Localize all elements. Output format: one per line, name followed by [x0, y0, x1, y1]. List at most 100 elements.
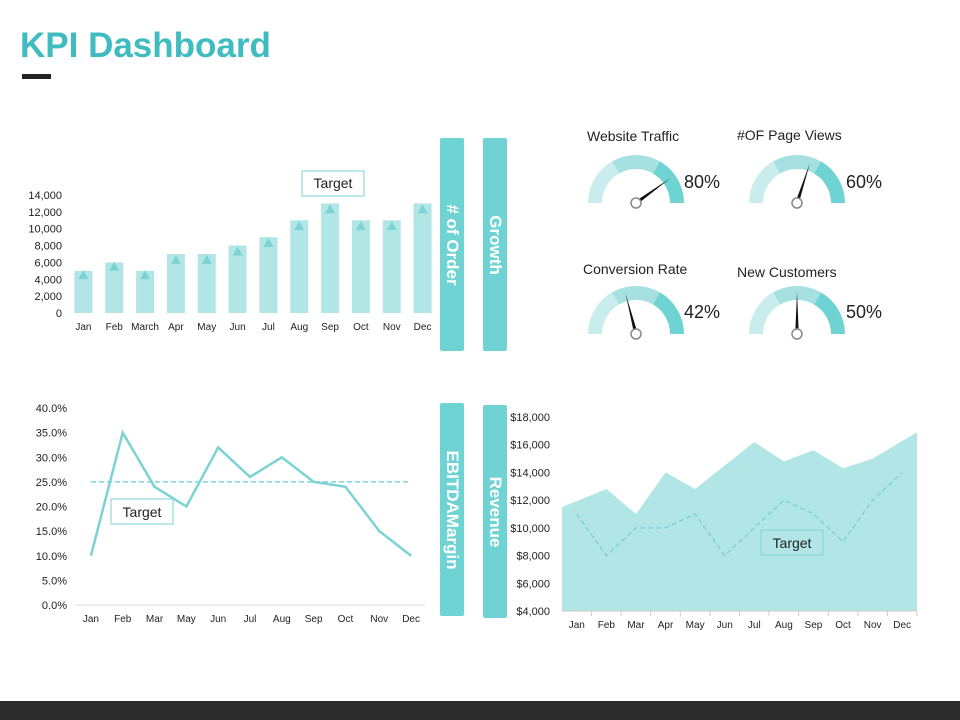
x-tick-label: Jul [262, 322, 275, 333]
x-tick-label: Sep [305, 614, 323, 625]
y-tick-label: 12,000 [28, 207, 62, 219]
y-tick-label: $6,000 [516, 578, 550, 590]
gauge-segment [612, 155, 660, 174]
x-tick-label: Aug [290, 322, 308, 333]
x-tick-label: Aug [775, 620, 793, 631]
gauge-segment [749, 292, 780, 334]
x-tick-label: Dec [893, 620, 911, 631]
bar [105, 262, 124, 313]
x-tick-label: Feb [114, 614, 132, 625]
gauge-dial [588, 155, 684, 209]
gauge-dial [749, 155, 845, 209]
y-tick-label: $16,000 [510, 440, 550, 452]
page-title: KPI Dashboard [20, 26, 271, 65]
target-marker [263, 238, 274, 248]
x-tick-label: Jul [748, 620, 761, 631]
gauge-segment [653, 292, 684, 334]
x-tick-label: Feb [598, 620, 616, 631]
gauge-title: Website Traffic [587, 128, 680, 144]
growth-label-pill: Growth [483, 138, 507, 351]
x-tick-label: Oct [353, 322, 369, 333]
y-tick-label: 15.0% [36, 526, 67, 538]
x-tick-label: Jul [244, 614, 257, 625]
revenue-label-pill: Revenue [483, 405, 507, 618]
x-tick-label: May [197, 322, 216, 333]
y-tick-label: 2,000 [34, 291, 62, 303]
gauge-title: New Customers [737, 264, 837, 280]
bar [413, 203, 432, 313]
growth-label: Growth [486, 214, 505, 275]
x-tick-label: Sep [805, 620, 823, 631]
target-callout: Target [773, 535, 812, 551]
gauge-value: 42% [684, 302, 721, 322]
gauge-segment [773, 155, 821, 174]
x-tick-label: Mar [627, 620, 645, 631]
target-line [576, 471, 903, 557]
bar [74, 270, 93, 313]
gauge-segment [612, 286, 660, 305]
target-callout-box [301, 170, 365, 197]
x-tick-label: Jan [83, 614, 99, 625]
bar [259, 237, 278, 313]
x-tick-label: May [686, 620, 705, 631]
bar [290, 220, 309, 313]
x-tick-label: Jan [75, 322, 91, 333]
footer-bar [0, 701, 960, 720]
target-marker [325, 204, 336, 214]
x-tick-label: Aug [273, 614, 291, 625]
x-tick-label: Jun [230, 322, 246, 333]
y-tick-label: $12,000 [510, 495, 550, 507]
gauge-dial [749, 286, 845, 340]
target-marker [109, 261, 120, 271]
ebitda-label: EBITDAMargin [443, 450, 462, 569]
bar [228, 245, 247, 313]
y-tick-label: 0 [56, 308, 62, 320]
bar [166, 254, 185, 313]
gauge-needle [795, 163, 810, 204]
orders-label-pill: # of Order [440, 138, 464, 351]
y-tick-label: 30.0% [36, 452, 67, 464]
x-tick-label: Nov [383, 322, 401, 333]
target-marker [417, 204, 428, 214]
gauge-segment [749, 161, 780, 203]
x-tick-label: Dec [414, 322, 432, 333]
target-marker [355, 221, 366, 231]
gauge-segment [814, 292, 845, 334]
gauge-needle [795, 292, 799, 334]
bar [197, 254, 216, 313]
y-tick-label: 35.0% [36, 428, 67, 440]
x-tick-label: May [177, 614, 196, 625]
gauge-hub [791, 197, 803, 209]
y-tick-label: 4,000 [34, 274, 62, 286]
y-tick-label: 0.0% [42, 600, 67, 612]
x-tick-label: Nov [370, 614, 388, 625]
gauge-needle [634, 178, 670, 205]
x-tick-label: Nov [864, 620, 882, 631]
gauge-title: #OF Page Views [737, 127, 842, 143]
x-tick-label: Mar [146, 614, 164, 625]
gauge-needle [625, 293, 638, 335]
gauge-segment [814, 161, 845, 203]
y-tick-label: $10,000 [510, 523, 550, 535]
revenue-area-chart: $4,000 $6,000 $8,000 $10,000 $12,000 $14,000 $… [510, 412, 918, 631]
target-marker [294, 221, 305, 231]
revenue-area [562, 432, 917, 611]
y-tick-label: 25.0% [36, 477, 67, 489]
series-line [89, 429, 412, 557]
target-marker [170, 254, 181, 264]
x-tick-label: Jun [717, 620, 733, 631]
gauge-segment [588, 161, 619, 203]
target-marker [140, 270, 151, 280]
x-tick-label: Feb [106, 322, 124, 333]
bar [321, 203, 340, 313]
gauge-hub [630, 328, 642, 340]
gauge-segment [653, 161, 684, 203]
x-tick-label: Apr [168, 322, 184, 333]
y-tick-label: 10.0% [36, 551, 67, 563]
gauge-segment [588, 292, 619, 334]
y-tick-label: 10,000 [28, 224, 62, 236]
target-marker [201, 254, 212, 264]
gauge-title: Conversion Rate [583, 261, 688, 277]
y-tick-label: $14,000 [510, 467, 550, 479]
target-callout: Target [314, 175, 353, 191]
